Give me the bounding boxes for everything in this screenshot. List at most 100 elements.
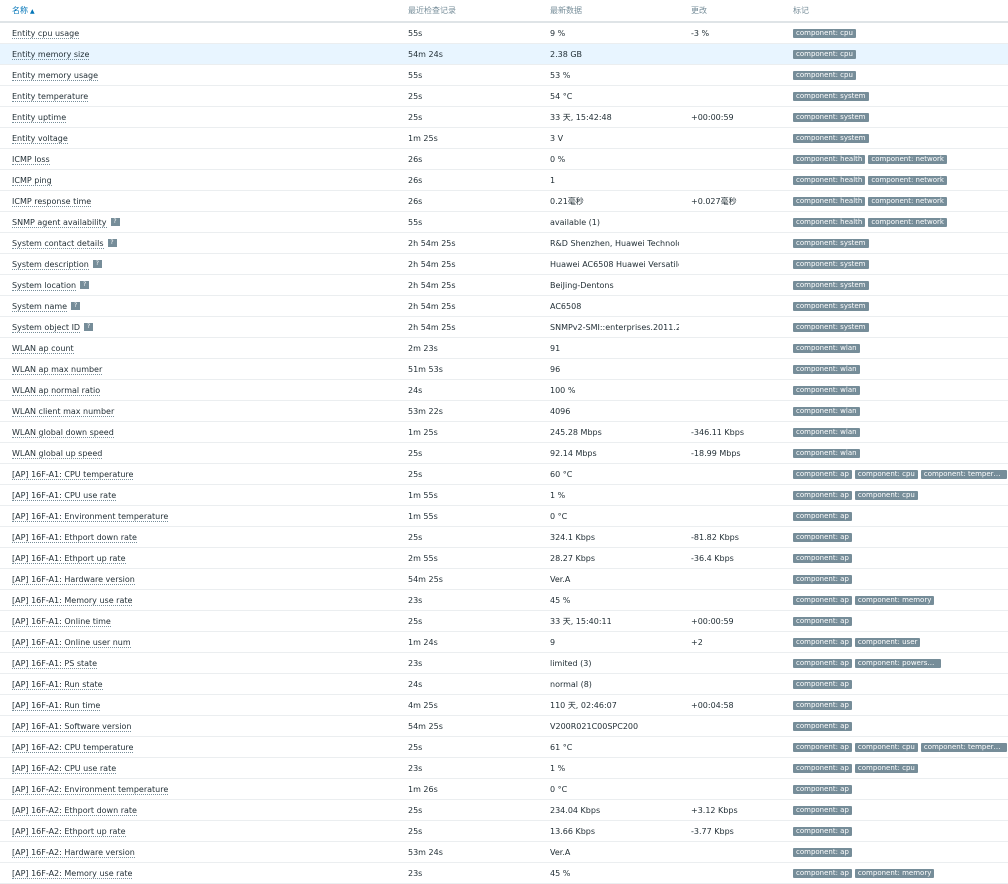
help-icon[interactable]: ? — [84, 323, 94, 331]
tag-badge[interactable]: component: system — [793, 133, 869, 143]
item-name-link[interactable]: [AP] 16F-A1: Ethport up rate — [12, 553, 126, 564]
tag-badge[interactable]: component: network — [868, 154, 947, 164]
item-name-link[interactable]: [AP] 16F-A1: Online time — [12, 616, 111, 627]
item-name-link[interactable]: [AP] 16F-A2: CPU temperature — [12, 742, 134, 753]
item-name-link[interactable]: [AP] 16F-A2: Ethport down rate — [12, 805, 137, 816]
tag-badge[interactable]: component: wlan — [793, 364, 860, 374]
tag-badge[interactable]: component: health — [793, 196, 866, 206]
tag-badge[interactable]: component: cpu — [854, 469, 918, 479]
tag-badge[interactable]: component: ap — [793, 511, 852, 521]
item-name-link[interactable]: System description — [12, 259, 89, 270]
help-icon[interactable]: ? — [71, 302, 81, 310]
tag-badge[interactable]: component: wlan — [793, 427, 860, 437]
help-icon[interactable]: ? — [107, 239, 117, 247]
tag-badge[interactable]: component: ap — [793, 574, 852, 584]
tag-badge[interactable]: component: ap — [793, 805, 852, 815]
tag-badge[interactable]: component: wlan — [793, 448, 860, 458]
tag-badge[interactable]: component: ap — [793, 742, 852, 752]
tag-badge[interactable]: component: temperat... — [920, 469, 1007, 479]
tag-badge[interactable]: component: ap — [793, 868, 852, 878]
tag-badge[interactable]: component: user — [854, 637, 921, 647]
item-name-link[interactable]: System contact details — [12, 238, 104, 249]
item-name-link[interactable]: Entity cpu usage — [12, 28, 80, 39]
item-name-link[interactable]: [AP] 16F-A1: Run state — [12, 679, 103, 690]
item-name-link[interactable]: ICMP loss — [12, 154, 50, 165]
tag-badge[interactable]: component: ap — [793, 679, 852, 689]
tag-badge[interactable]: component: system — [793, 91, 869, 101]
item-name-link[interactable]: [AP] 16F-A1: CPU temperature — [12, 469, 134, 480]
tag-badge[interactable]: component: cpu — [854, 490, 918, 500]
item-name-link[interactable]: WLAN ap count — [12, 343, 74, 354]
tag-badge[interactable]: component: system — [793, 259, 869, 269]
item-name-link[interactable]: [AP] 16F-A1: Memory use rate — [12, 595, 133, 606]
item-name-link[interactable]: [AP] 16F-A1: Software version — [12, 721, 132, 732]
help-icon[interactable]: ? — [110, 218, 120, 226]
tag-badge[interactable]: component: powersu... — [854, 658, 941, 668]
tag-badge[interactable]: component: ap — [793, 553, 852, 563]
tag-badge[interactable]: component: ap — [793, 700, 852, 710]
tag-badge[interactable]: component: system — [793, 322, 869, 332]
tag-badge[interactable]: component: network — [868, 217, 947, 227]
item-name-link[interactable]: WLAN client max number — [12, 406, 115, 417]
tag-badge[interactable]: component: wlan — [793, 385, 860, 395]
item-name-link[interactable]: SNMP agent availability — [12, 217, 107, 228]
tag-badge[interactable]: component: ap — [793, 658, 852, 668]
tag-badge[interactable]: component: ap — [793, 595, 852, 605]
tag-badge[interactable]: component: health — [793, 154, 866, 164]
item-name-link[interactable]: ICMP response time — [12, 196, 92, 207]
tag-badge[interactable]: component: network — [868, 196, 947, 206]
item-name-link[interactable]: Entity voltage — [12, 133, 68, 144]
item-name-link[interactable]: WLAN global down speed — [12, 427, 114, 438]
tag-badge[interactable]: component: health — [793, 175, 866, 185]
tag-badge[interactable]: component: cpu — [854, 763, 918, 773]
item-name-link[interactable]: System name — [12, 301, 68, 312]
item-name-link[interactable]: [AP] 16F-A2: Ethport up rate — [12, 826, 126, 837]
item-name-link[interactable]: WLAN ap max number — [12, 364, 103, 375]
help-icon[interactable]: ? — [80, 281, 90, 289]
item-name-link[interactable]: [AP] 16F-A1: Online user num — [12, 637, 131, 648]
tag-badge[interactable]: component: cpu — [793, 28, 856, 38]
tag-badge[interactable]: component: ap — [793, 721, 852, 731]
item-name-link[interactable]: [AP] 16F-A2: Hardware version — [12, 847, 135, 858]
tag-badge[interactable]: component: wlan — [793, 406, 860, 416]
tag-badge[interactable]: component: health — [793, 217, 866, 227]
item-name-link[interactable]: WLAN global up speed — [12, 448, 103, 459]
tag-badge[interactable]: component: system — [793, 280, 869, 290]
item-name-link[interactable]: Entity uptime — [12, 112, 67, 123]
item-name-link[interactable]: Entity memory usage — [12, 70, 99, 81]
item-name-link[interactable]: [AP] 16F-A1: Run time — [12, 700, 101, 711]
tag-badge[interactable]: component: cpu — [854, 742, 918, 752]
tag-badge[interactable]: component: ap — [793, 637, 852, 647]
item-name-link[interactable]: [AP] 16F-A1: CPU use rate — [12, 490, 117, 501]
tag-badge[interactable]: component: network — [868, 175, 947, 185]
item-name-link[interactable]: WLAN ap normal ratio — [12, 385, 101, 396]
tag-badge[interactable]: component: cpu — [793, 49, 856, 59]
tag-badge[interactable]: component: temperat... — [920, 742, 1007, 752]
item-name-link[interactable]: [AP] 16F-A2: Environment temperature — [12, 784, 169, 795]
tag-badge[interactable]: component: ap — [793, 490, 852, 500]
tag-badge[interactable]: component: memory — [854, 595, 935, 605]
item-name-link[interactable]: System object ID — [12, 322, 81, 333]
item-name-link[interactable]: [AP] 16F-A1: Environment temperature — [12, 511, 169, 522]
tag-badge[interactable]: component: ap — [793, 532, 852, 542]
tag-badge[interactable]: component: ap — [793, 784, 852, 794]
item-name-link[interactable]: [AP] 16F-A1: Ethport down rate — [12, 532, 137, 543]
help-icon[interactable]: ? — [92, 260, 102, 268]
item-name-link[interactable]: [AP] 16F-A2: CPU use rate — [12, 763, 117, 774]
item-name-link[interactable]: System location — [12, 280, 77, 291]
item-name-link[interactable]: ICMP ping — [12, 175, 52, 186]
item-name-link[interactable]: [AP] 16F-A2: Memory use rate — [12, 868, 133, 879]
tag-badge[interactable]: component: cpu — [793, 70, 856, 80]
item-name-link[interactable]: [AP] 16F-A1: Hardware version — [12, 574, 135, 585]
item-name-link[interactable]: Entity temperature — [12, 91, 89, 102]
item-name-link[interactable]: [AP] 16F-A1: PS state — [12, 658, 98, 669]
item-name-link[interactable]: Entity memory size — [12, 49, 90, 60]
tag-badge[interactable]: component: memory — [854, 868, 935, 878]
tag-badge[interactable]: component: system — [793, 238, 869, 248]
tag-badge[interactable]: component: ap — [793, 826, 852, 836]
tag-badge[interactable]: component: wlan — [793, 343, 860, 353]
tag-badge[interactable]: component: system — [793, 301, 869, 311]
tag-badge[interactable]: component: system — [793, 112, 869, 122]
tag-badge[interactable]: component: ap — [793, 847, 852, 857]
tag-badge[interactable]: component: ap — [793, 763, 852, 773]
